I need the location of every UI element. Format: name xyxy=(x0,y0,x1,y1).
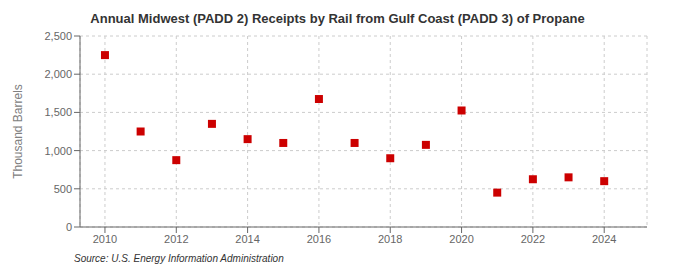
svg-text:500: 500 xyxy=(54,183,72,195)
svg-text:2,000: 2,000 xyxy=(44,68,72,80)
svg-text:2014: 2014 xyxy=(235,233,259,245)
svg-text:2016: 2016 xyxy=(307,233,331,245)
svg-text:2018: 2018 xyxy=(378,233,402,245)
svg-text:2024: 2024 xyxy=(592,233,616,245)
svg-text:2022: 2022 xyxy=(521,233,545,245)
svg-text:Thousand Barrels: Thousand Barrels xyxy=(11,84,25,179)
svg-text:2012: 2012 xyxy=(164,233,188,245)
svg-text:0: 0 xyxy=(66,221,72,233)
svg-text:2010: 2010 xyxy=(93,233,117,245)
html-text:Annual Midwest (PADD 2) Receip: Annual Midwest (PADD 2) Receipts by Rail… xyxy=(90,11,585,26)
svg-text:1,000: 1,000 xyxy=(44,145,72,157)
svg-text:2,500: 2,500 xyxy=(44,30,72,42)
svg-text:1,500: 1,500 xyxy=(44,106,72,118)
html-text:Source: U.S. Energy Informatio: Source: U.S. Energy Information Administ… xyxy=(74,253,284,264)
svg-text:2020: 2020 xyxy=(449,233,473,245)
